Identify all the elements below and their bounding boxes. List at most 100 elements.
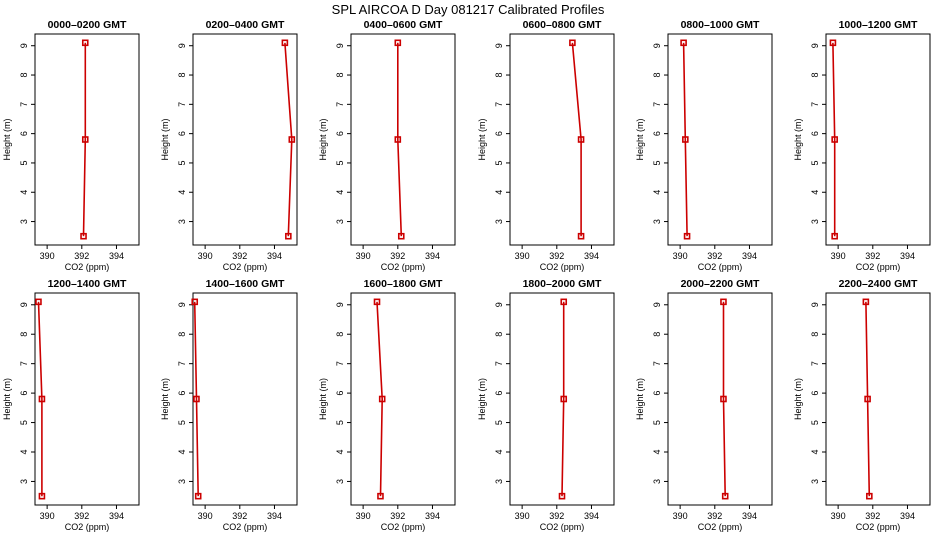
x-tick-label: 390 <box>40 511 55 521</box>
y-tick-label: 9 <box>177 43 187 48</box>
y-tick-label: 9 <box>335 43 345 48</box>
y-tick-label: 4 <box>19 190 29 195</box>
profile-line <box>722 301 726 497</box>
profile-point <box>720 395 727 403</box>
y-axis-label: Height (m) <box>793 118 803 160</box>
panel-title: 0200–0400 GMT <box>206 19 285 31</box>
y-tick-label: 7 <box>177 361 187 366</box>
x-axis-label: CO2 (ppm) <box>856 262 901 272</box>
profile-point <box>194 492 202 500</box>
y-tick-label: 4 <box>19 449 29 454</box>
panel-title: 0800–1000 GMT <box>681 19 760 31</box>
y-tick-label: 9 <box>335 302 345 307</box>
plot-frame <box>350 33 456 246</box>
x-axis-label: CO2 (ppm) <box>698 262 743 272</box>
x-tick-label: 390 <box>198 511 213 521</box>
profile-point <box>831 136 838 143</box>
y-tick-label: 9 <box>494 302 504 307</box>
panel-title: 0600–0800 GMT <box>523 19 602 31</box>
y-tick-label: 5 <box>19 420 29 425</box>
y-tick-label: 3 <box>810 219 820 224</box>
x-axis-label: CO2 (ppm) <box>698 522 743 532</box>
y-tick-label: 7 <box>494 361 504 366</box>
profile-line <box>571 42 582 237</box>
panel-title: 1200–1400 GMT <box>48 278 127 290</box>
profile-point <box>193 395 200 403</box>
panel-title: 1800–2000 GMT <box>523 278 602 290</box>
x-tick-label: 390 <box>40 251 55 261</box>
x-tick-label: 392 <box>74 251 89 261</box>
plot-frame <box>825 292 931 506</box>
x-tick-label: 392 <box>390 251 405 261</box>
x-tick-label: 394 <box>900 511 915 521</box>
profile-point <box>866 492 873 500</box>
x-tick-label: 390 <box>673 251 688 261</box>
profile-point <box>38 395 46 403</box>
profile-line <box>561 301 565 497</box>
plot-frame <box>34 292 140 506</box>
y-tick-label: 3 <box>652 479 662 484</box>
y-tick-label: 4 <box>177 190 187 195</box>
profile-point <box>720 298 727 306</box>
y-tick-label: 4 <box>335 449 345 454</box>
y-axis-label: Height (m) <box>160 118 170 160</box>
y-axis-label: Height (m) <box>2 118 12 160</box>
x-tick-label: 394 <box>584 511 599 521</box>
x-tick-label: 392 <box>549 251 564 261</box>
y-tick-label: 5 <box>177 160 187 165</box>
y-tick-label: 9 <box>177 302 187 307</box>
y-tick-label: 5 <box>810 160 820 165</box>
profile-point <box>288 136 296 143</box>
y-tick-label: 9 <box>652 43 662 48</box>
y-tick-label: 6 <box>810 391 820 396</box>
y-tick-label: 4 <box>335 190 345 195</box>
profile-point <box>683 232 691 240</box>
y-tick-label: 4 <box>494 449 504 454</box>
profile-line <box>682 42 688 237</box>
y-tick-label: 9 <box>19 302 29 307</box>
y-tick-label: 3 <box>494 219 504 224</box>
y-tick-label: 5 <box>810 420 820 425</box>
y-tick-label: 7 <box>19 361 29 366</box>
y-tick-label: 7 <box>177 102 187 107</box>
profile-line <box>396 42 403 237</box>
y-tick-label: 4 <box>494 190 504 195</box>
x-tick-label: 394 <box>267 251 282 261</box>
profile-point <box>680 39 687 47</box>
profile-point <box>569 39 576 47</box>
y-tick-label: 3 <box>19 219 29 224</box>
y-tick-label: 8 <box>494 332 504 337</box>
y-tick-label: 8 <box>810 332 820 337</box>
plot-frame <box>350 292 456 506</box>
profile-point <box>35 298 42 306</box>
profile-point <box>191 298 199 306</box>
plot-frame <box>825 33 931 246</box>
y-axis-label: Height (m) <box>477 378 487 420</box>
profile-point <box>558 492 566 500</box>
y-tick-label: 7 <box>19 102 29 107</box>
x-tick-label: 392 <box>865 251 880 261</box>
profile-line <box>284 42 293 237</box>
profile-point <box>864 395 871 403</box>
profile-point <box>831 232 838 240</box>
y-tick-label: 5 <box>652 420 662 425</box>
profile-point <box>373 298 381 306</box>
profile-line <box>82 42 87 237</box>
profile-point <box>862 298 870 306</box>
profile-point <box>81 39 89 47</box>
y-tick-label: 5 <box>177 420 187 425</box>
y-tick-label: 5 <box>19 160 29 165</box>
plot-frame <box>192 33 298 246</box>
y-axis-label: Height (m) <box>477 118 487 160</box>
plot-frame <box>34 33 140 246</box>
y-tick-label: 6 <box>652 131 662 136</box>
y-tick-label: 3 <box>177 479 187 484</box>
y-tick-label: 8 <box>19 332 29 337</box>
y-tick-label: 6 <box>652 391 662 396</box>
y-tick-label: 7 <box>494 102 504 107</box>
